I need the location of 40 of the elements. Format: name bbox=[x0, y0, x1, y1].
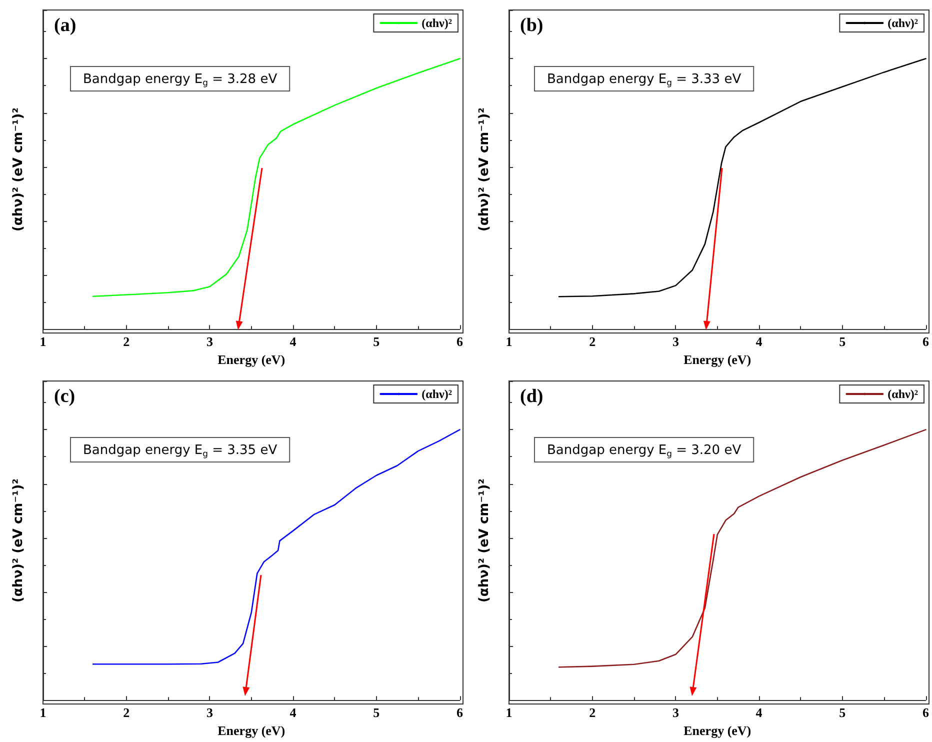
x-tick-label: 2 bbox=[123, 705, 130, 720]
x-tick-label: 5 bbox=[839, 334, 846, 350]
x-tick-label: 2 bbox=[123, 334, 130, 350]
x-tick-label: 1 bbox=[40, 334, 46, 350]
x-tick-label: 3 bbox=[672, 705, 680, 720]
x-tick-label: 5 bbox=[373, 334, 380, 350]
x-axis-title: Energy (eV) bbox=[684, 352, 752, 367]
x-tick-label: 2 bbox=[589, 334, 596, 350]
x-tick-label: 4 bbox=[290, 334, 297, 350]
x-tick-label: 3 bbox=[206, 334, 214, 350]
x-tick-label: 1 bbox=[506, 705, 512, 720]
legend-label: (αhν)² bbox=[422, 16, 452, 30]
x-axis-title: Energy (eV) bbox=[684, 723, 752, 738]
x-tick-label: 6 bbox=[456, 705, 464, 720]
x-tick-label: 3 bbox=[672, 334, 680, 350]
x-tick-label: 5 bbox=[373, 705, 380, 720]
x-tick-label: 4 bbox=[290, 705, 297, 720]
x-tick-label: 5 bbox=[839, 705, 846, 720]
legend-label: (αhν)² bbox=[422, 387, 452, 401]
x-tick-label: 6 bbox=[922, 334, 930, 350]
x-axis-title: Energy (eV) bbox=[218, 352, 286, 367]
x-tick-label: 3 bbox=[206, 705, 214, 720]
legend-label: (αhν)² bbox=[888, 387, 918, 401]
x-tick-label: 4 bbox=[756, 705, 763, 720]
x-axis-title: Energy (eV) bbox=[218, 723, 286, 738]
legend-label: (αhν)² bbox=[888, 16, 918, 30]
chart-title: (a) bbox=[54, 15, 76, 36]
x-tick-label: 4 bbox=[756, 334, 763, 350]
chart-title: (b) bbox=[520, 15, 544, 36]
x-tick-label: 6 bbox=[456, 334, 464, 350]
x-tick-label: 2 bbox=[589, 705, 596, 720]
chart-title: (d) bbox=[520, 386, 544, 407]
y-axis-title: (αhν)² (eV cm⁻¹)² bbox=[11, 478, 26, 603]
y-axis-title: (αhν)² (eV cm⁻¹)² bbox=[11, 108, 26, 232]
x-tick-label: 1 bbox=[506, 334, 512, 350]
x-tick-label: 1 bbox=[40, 705, 46, 720]
x-tick-label: 6 bbox=[922, 705, 930, 720]
y-axis-title: (αhν)² (eV cm⁻¹)² bbox=[477, 478, 492, 603]
y-axis-title: (αhν)² (eV cm⁻¹)² bbox=[477, 108, 492, 232]
chart-title: (c) bbox=[54, 386, 76, 407]
